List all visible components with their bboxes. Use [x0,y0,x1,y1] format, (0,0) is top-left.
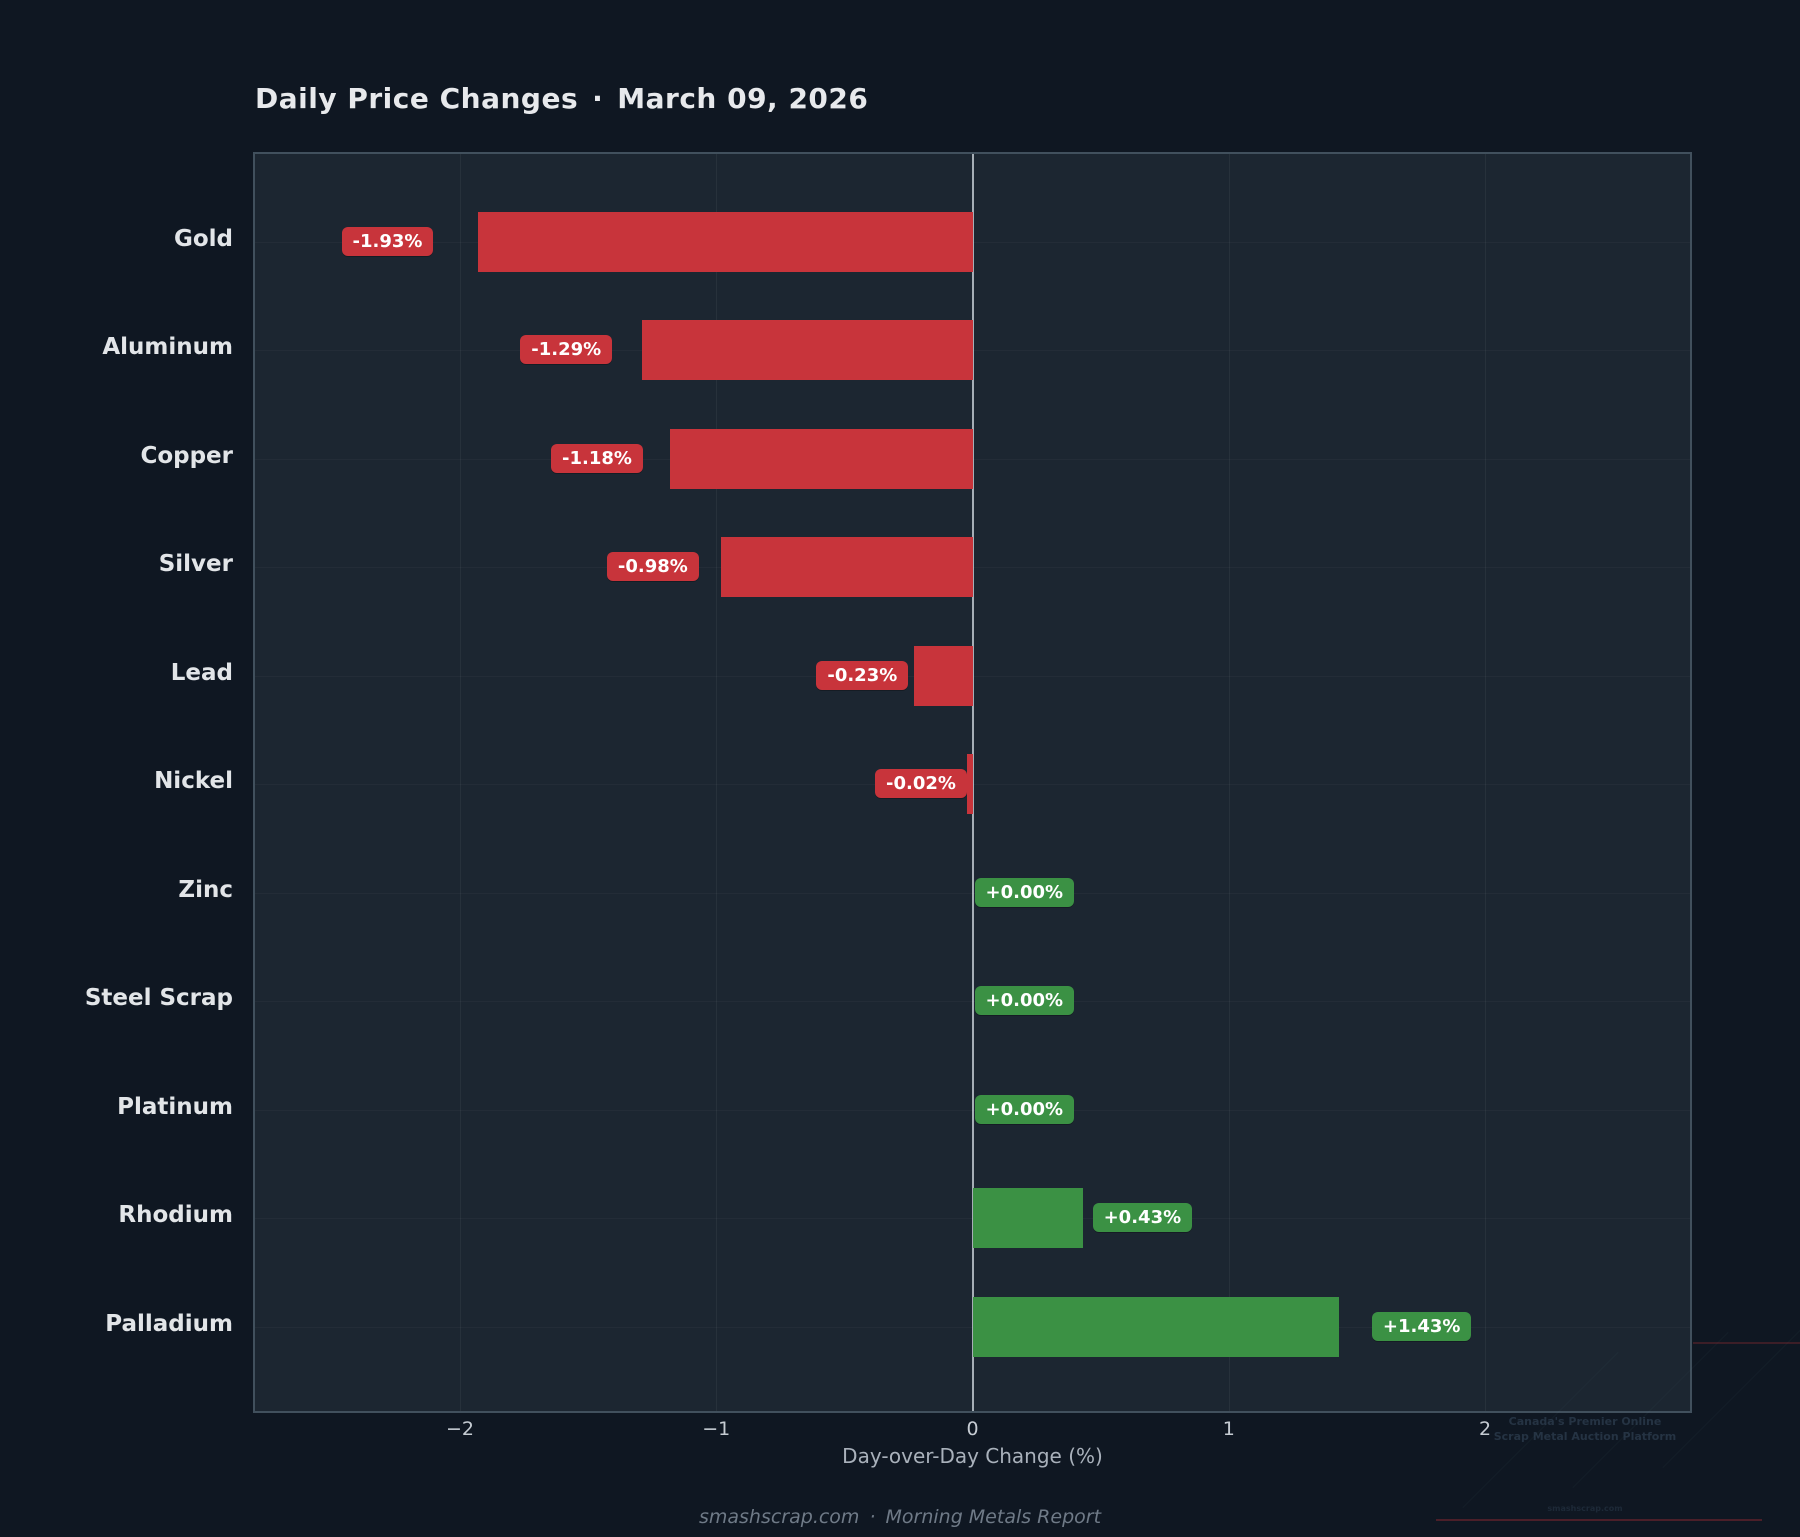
x-tick-label: −1 [702,1418,731,1440]
bar-value-label-nickel: -0.02% [875,769,967,799]
footer-site: smashscrap.com [698,1506,860,1528]
category-label-zinc: Zinc [178,876,233,903]
watermark: Canada's Premier Online Scrap Metal Auct… [1420,1311,1800,1530]
gridline [255,676,1690,677]
category-label-copper: Copper [140,442,233,469]
category-axis: Gold Aluminum Copper Silver Lead Nickel Zinc St… [0,154,243,1411]
gridline [255,893,1690,894]
chart-title-separator: · [592,82,604,115]
bar-copper [670,428,973,489]
category-label-rhodium: Rhodium [118,1202,233,1229]
bar-value-label-copper: -1.18% [551,443,643,473]
footer-report: Morning Metals Report [885,1506,1102,1528]
category-label-platinum: Platinum [117,1093,233,1120]
bar-nickel [967,754,973,815]
chart-title-main: Daily Price Changes [255,82,579,115]
category-label-nickel: Nickel [154,768,233,795]
gridline [255,1001,1690,1002]
bar-lead [913,645,973,706]
bar-value-label-gold: -1.93% [341,226,434,256]
bar-value-label-aluminum: -1.29% [520,335,613,365]
watermark-site: smashscrap.com [1547,1504,1623,1513]
zero-baseline [971,154,974,1411]
watermark-accent-line [1436,1519,1762,1521]
category-label-aluminum: Aluminum [102,334,233,361]
watermark-text: Canada's Premier Online Scrap Metal Auct… [1420,1414,1750,1444]
gridline [255,1110,1690,1111]
footer-separator: · [869,1506,876,1528]
bar-palladium [972,1297,1339,1357]
bar-gold [477,211,973,272]
chart-title: Daily Price Changes · March 09, 2026 [255,82,868,115]
category-label-lead: Lead [170,659,233,686]
watermark-line1: Canada's Premier Online [1508,1415,1662,1428]
chart-title-date: March 09, 2026 [617,82,869,115]
watermark-streak [1572,1331,1729,1489]
gridline [1485,154,1486,1411]
gridline [255,567,1690,568]
category-label-gold: Gold [173,225,233,252]
x-tick-label: 1 [1222,1418,1235,1440]
x-tick-label: 0 [966,1418,979,1440]
gridline [716,154,718,1411]
bar-silver [721,537,973,598]
gridline [1228,154,1230,1411]
gridline [255,242,1690,243]
category-label-silver: Silver [158,551,233,578]
gridline [255,784,1690,785]
gridline [255,350,1690,351]
x-tick-label: −2 [445,1418,474,1440]
watermark-streak [1662,1311,1800,1469]
gridline [255,459,1690,460]
footer-caption: smashscrap.com · Morning Metals Report [0,1506,1800,1528]
bar-value-label-zinc: +0.00% [974,877,1075,907]
x-axis-title: Day-over-Day Change (%) [842,1444,1103,1468]
bar-value-label-silver: -0.98% [606,552,699,582]
bar-value-label-steel-scrap: +0.00% [974,986,1075,1016]
watermark-line2: Scrap Metal Auction Platform [1493,1430,1677,1443]
bar-value-label-platinum: +0.00% [974,1094,1075,1124]
bar-rhodium [972,1188,1083,1249]
category-label-palladium: Palladium [105,1311,233,1337]
plot-area: -1.93% -1.29% -1.18% -0.98% -0.23% -0.02% +0.0… [253,152,1692,1413]
bar-value-label-palladium: +1.43% [1371,1312,1472,1341]
bar-value-label-lead: -0.23% [816,660,909,690]
gridline [460,154,461,1411]
category-label-steel-scrap: Steel Scrap [84,985,233,1012]
bar-value-label-rhodium: +0.43% [1092,1203,1193,1233]
bar-aluminum [641,320,973,381]
watermark-accent-line [1693,1342,1800,1344]
